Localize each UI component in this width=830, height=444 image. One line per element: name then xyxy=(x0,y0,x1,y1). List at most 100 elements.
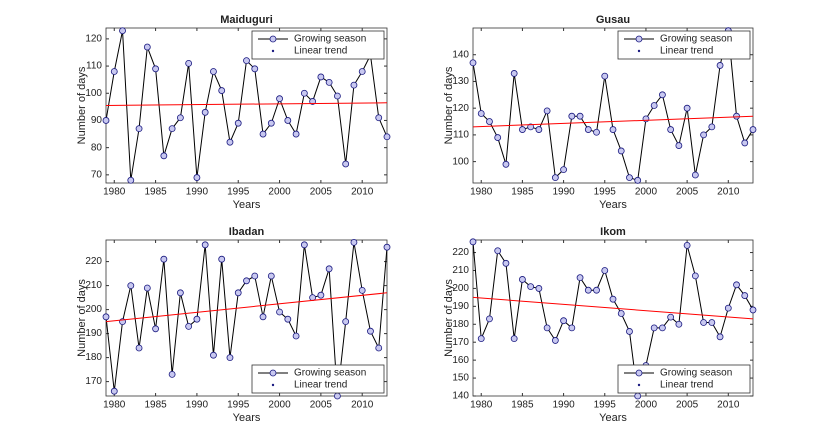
data-point xyxy=(609,295,617,303)
data-point xyxy=(185,322,193,330)
data-point xyxy=(691,171,699,179)
data-point xyxy=(716,333,724,341)
y-tick-label: 150 xyxy=(452,373,469,384)
data-point xyxy=(152,65,159,73)
legend-label: Growing season xyxy=(294,34,366,45)
x-tick-label: 1990 xyxy=(186,187,209,198)
data-point xyxy=(284,117,292,124)
legend-label: Growing season xyxy=(294,368,366,379)
data-point xyxy=(527,283,535,291)
data-point xyxy=(383,133,391,141)
data-point xyxy=(218,255,226,263)
y-tick-label: 100 xyxy=(85,88,102,99)
data-point xyxy=(367,327,374,335)
x-axis-label: Years xyxy=(599,199,627,211)
data-point xyxy=(700,319,707,326)
data-point xyxy=(576,274,584,282)
y-tick-label: 140 xyxy=(452,391,469,402)
legend-label: Linear trend xyxy=(294,380,347,391)
x-tick-label: 1980 xyxy=(470,400,493,411)
y-tick-label: 200 xyxy=(452,283,469,294)
data-point xyxy=(543,107,551,115)
data-point xyxy=(358,68,366,75)
x-axis-label: Years xyxy=(599,412,627,424)
x-tick-label: 1990 xyxy=(552,187,575,198)
data-point xyxy=(334,92,341,100)
data-point xyxy=(276,95,283,103)
legend xyxy=(617,30,751,60)
data-point xyxy=(593,128,600,136)
data-point xyxy=(634,392,642,400)
data-point xyxy=(119,27,126,35)
data-point xyxy=(519,276,526,283)
x-tick-label: 1985 xyxy=(144,400,167,411)
y-tick-label: 170 xyxy=(452,337,469,348)
y-tick-label: 220 xyxy=(85,256,102,267)
y-tick-label: 200 xyxy=(85,304,102,315)
data-point xyxy=(601,72,609,80)
data-point xyxy=(226,354,234,362)
data-point xyxy=(127,282,135,290)
data-point xyxy=(659,91,666,99)
data-point xyxy=(502,160,510,168)
legend-label: Linear trend xyxy=(294,46,347,57)
data-point xyxy=(551,174,559,182)
y-tick-label: 190 xyxy=(452,301,469,312)
x-tick-label: 2000 xyxy=(268,187,291,198)
data-point xyxy=(716,62,724,69)
y-tick-label: 190 xyxy=(85,328,102,339)
data-point xyxy=(201,108,209,116)
data-point xyxy=(102,313,110,321)
data-point xyxy=(259,130,267,138)
x-tick-label: 1995 xyxy=(594,187,617,198)
x-tick-label: 1995 xyxy=(227,400,250,411)
y-axis-label: Number of days xyxy=(443,279,455,357)
data-point xyxy=(176,289,184,297)
y-tick-label: 110 xyxy=(86,61,102,72)
legend-marker xyxy=(637,383,641,387)
data-point xyxy=(626,328,633,335)
data-point xyxy=(243,57,250,65)
y-tick-label: 90 xyxy=(91,115,103,126)
data-point xyxy=(617,310,625,317)
data-point xyxy=(300,89,308,97)
trend-line xyxy=(472,296,754,320)
x-tick-label: 1995 xyxy=(594,400,617,411)
data-point xyxy=(375,344,383,352)
y-tick-label: 110 xyxy=(453,130,469,141)
data-point xyxy=(675,320,683,328)
legend-marker xyxy=(635,369,643,377)
data-point xyxy=(193,174,201,181)
data-point xyxy=(749,126,757,133)
data-point xyxy=(576,112,584,120)
data-point xyxy=(309,294,317,302)
data-point xyxy=(218,87,226,94)
x-tick-label: 1990 xyxy=(186,400,209,411)
data-point xyxy=(626,174,633,182)
x-tick-label: 1980 xyxy=(470,187,493,198)
data-point xyxy=(168,125,176,133)
data-point xyxy=(325,265,333,273)
data-point xyxy=(143,43,151,51)
data-point xyxy=(135,125,143,133)
x-tick-label: 1980 xyxy=(103,400,126,411)
data-point xyxy=(593,286,600,294)
data-point xyxy=(102,117,110,124)
chart-title: Ibadan xyxy=(229,226,265,238)
data-point xyxy=(160,255,168,263)
data-point xyxy=(210,68,217,75)
x-tick-label: 2005 xyxy=(676,187,699,198)
data-point xyxy=(317,73,325,81)
data-point xyxy=(234,289,242,297)
x-tick-label: 2010 xyxy=(351,400,374,411)
y-axis-label: Number of days xyxy=(443,66,455,144)
data-point xyxy=(110,387,118,395)
y-tick-label: 180 xyxy=(452,319,469,330)
data-point xyxy=(741,292,749,299)
chart-title: Ikom xyxy=(600,226,626,238)
data-point xyxy=(708,123,716,131)
data-point xyxy=(477,110,485,117)
data-point xyxy=(724,304,732,312)
x-tick-label: 1990 xyxy=(552,400,575,411)
legend xyxy=(251,30,385,60)
